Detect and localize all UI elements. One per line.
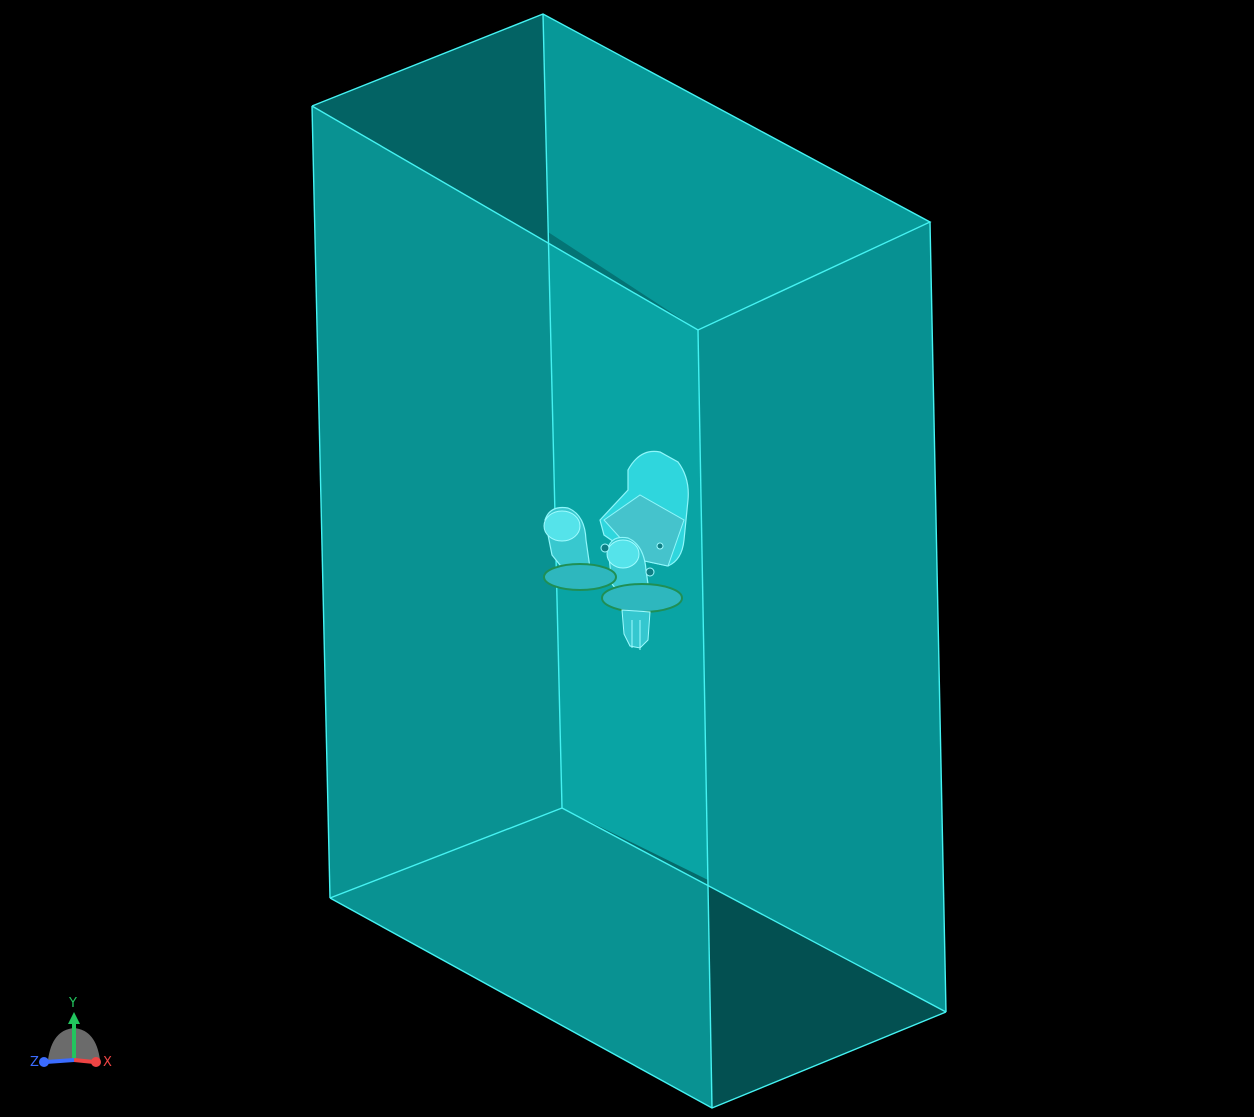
z-axis-label: Z bbox=[30, 1055, 39, 1070]
enclosure-inner-back-face bbox=[543, 14, 946, 1012]
cad-model-assembly[interactable] bbox=[543, 450, 689, 650]
z-axis-line bbox=[45, 1058, 75, 1064]
y-axis-arrow bbox=[68, 1012, 80, 1024]
mount-hole bbox=[600, 543, 610, 553]
x-axis-line bbox=[73, 1058, 95, 1064]
right-arm-cap bbox=[606, 539, 640, 569]
enclosure-floor-shadow bbox=[562, 808, 946, 1108]
z-axis-tip bbox=[39, 1057, 49, 1067]
y-axis-label: Y bbox=[68, 996, 77, 1011]
enclosure-edges bbox=[311, 13, 947, 1109]
x-axis-tip bbox=[91, 1057, 101, 1067]
mount-hole bbox=[645, 567, 655, 577]
mount-hole bbox=[656, 542, 664, 550]
x-axis-label: X bbox=[103, 1055, 112, 1070]
enclosure-box[interactable] bbox=[311, 13, 947, 1109]
axis-triad[interactable]: Y X Z bbox=[30, 996, 112, 1070]
left-arm-cap bbox=[543, 510, 581, 542]
left-base-plate bbox=[543, 563, 617, 591]
enclosure-top-shadow bbox=[312, 14, 698, 330]
right-base-plate bbox=[601, 583, 683, 613]
